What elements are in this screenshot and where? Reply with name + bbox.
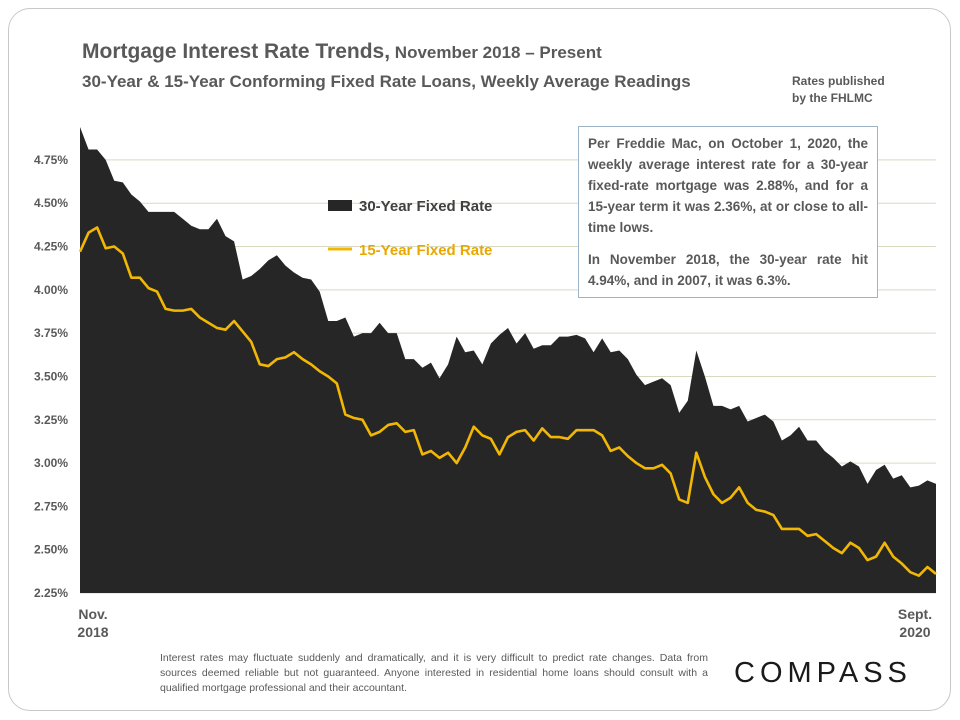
legend-swatch-30-year <box>328 200 352 211</box>
y-tick-label: 2.50% <box>34 543 68 557</box>
x-axis-start-label: 2018 <box>77 624 108 640</box>
disclaimer-text: Interest rates may fluctuate suddenly an… <box>160 652 708 694</box>
legend-label-15-year: 15-Year Fixed Rate <box>359 242 492 259</box>
y-tick-label: 4.25% <box>34 240 68 254</box>
y-tick-label: 4.50% <box>34 196 68 210</box>
y-tick-label: 2.75% <box>34 499 68 513</box>
y-tick-label: 3.25% <box>34 413 68 427</box>
x-axis-start-label: Nov. <box>78 606 107 622</box>
compass-logo: COMPASS <box>734 657 912 689</box>
source-note-line-2: by the FHLMC <box>792 91 873 105</box>
annotation-box: Per Freddie Mac, on October 1, 2020, the… <box>578 126 878 298</box>
series-30-year-area <box>80 127 936 593</box>
x-axis-end-label: 2020 <box>899 624 930 640</box>
x-axis-labels: Nov. 2018 Sept. 2020 <box>77 606 932 640</box>
y-tick-label: 3.50% <box>34 369 68 383</box>
x-axis-end-label: Sept. <box>898 606 932 622</box>
legend: 30-Year Fixed Rate 15-Year Fixed Rate <box>328 198 492 259</box>
source-note-line-1: Rates published <box>792 74 885 88</box>
y-tick-label: 3.00% <box>34 456 68 470</box>
y-tick-label: 3.75% <box>34 326 68 340</box>
y-tick-label: 2.25% <box>34 586 68 600</box>
annotation-paragraph-1: Per Freddie Mac, on October 1, 2020, the… <box>588 136 868 235</box>
annotation-paragraph-2: In November 2018, the 30-year rate hit 4… <box>588 252 868 288</box>
y-tick-label: 4.75% <box>34 153 68 167</box>
series-15-year-line <box>78 226 937 577</box>
source-note: Rates published by the FHLMC <box>792 73 885 107</box>
y-tick-label: 4.00% <box>34 283 68 297</box>
chart-title: Mortgage Interest Rate Trends, November … <box>82 40 602 63</box>
legend-label-30-year: 30-Year Fixed Rate <box>359 198 492 215</box>
y-axis-ticks: 2.25% 2.50% 2.75% 3.00% 3.25% 3.50% 3.75% 4.00%… <box>34 153 68 600</box>
chart-subtitle: 30-Year & 15-Year Conforming Fixed Rate … <box>82 72 691 91</box>
